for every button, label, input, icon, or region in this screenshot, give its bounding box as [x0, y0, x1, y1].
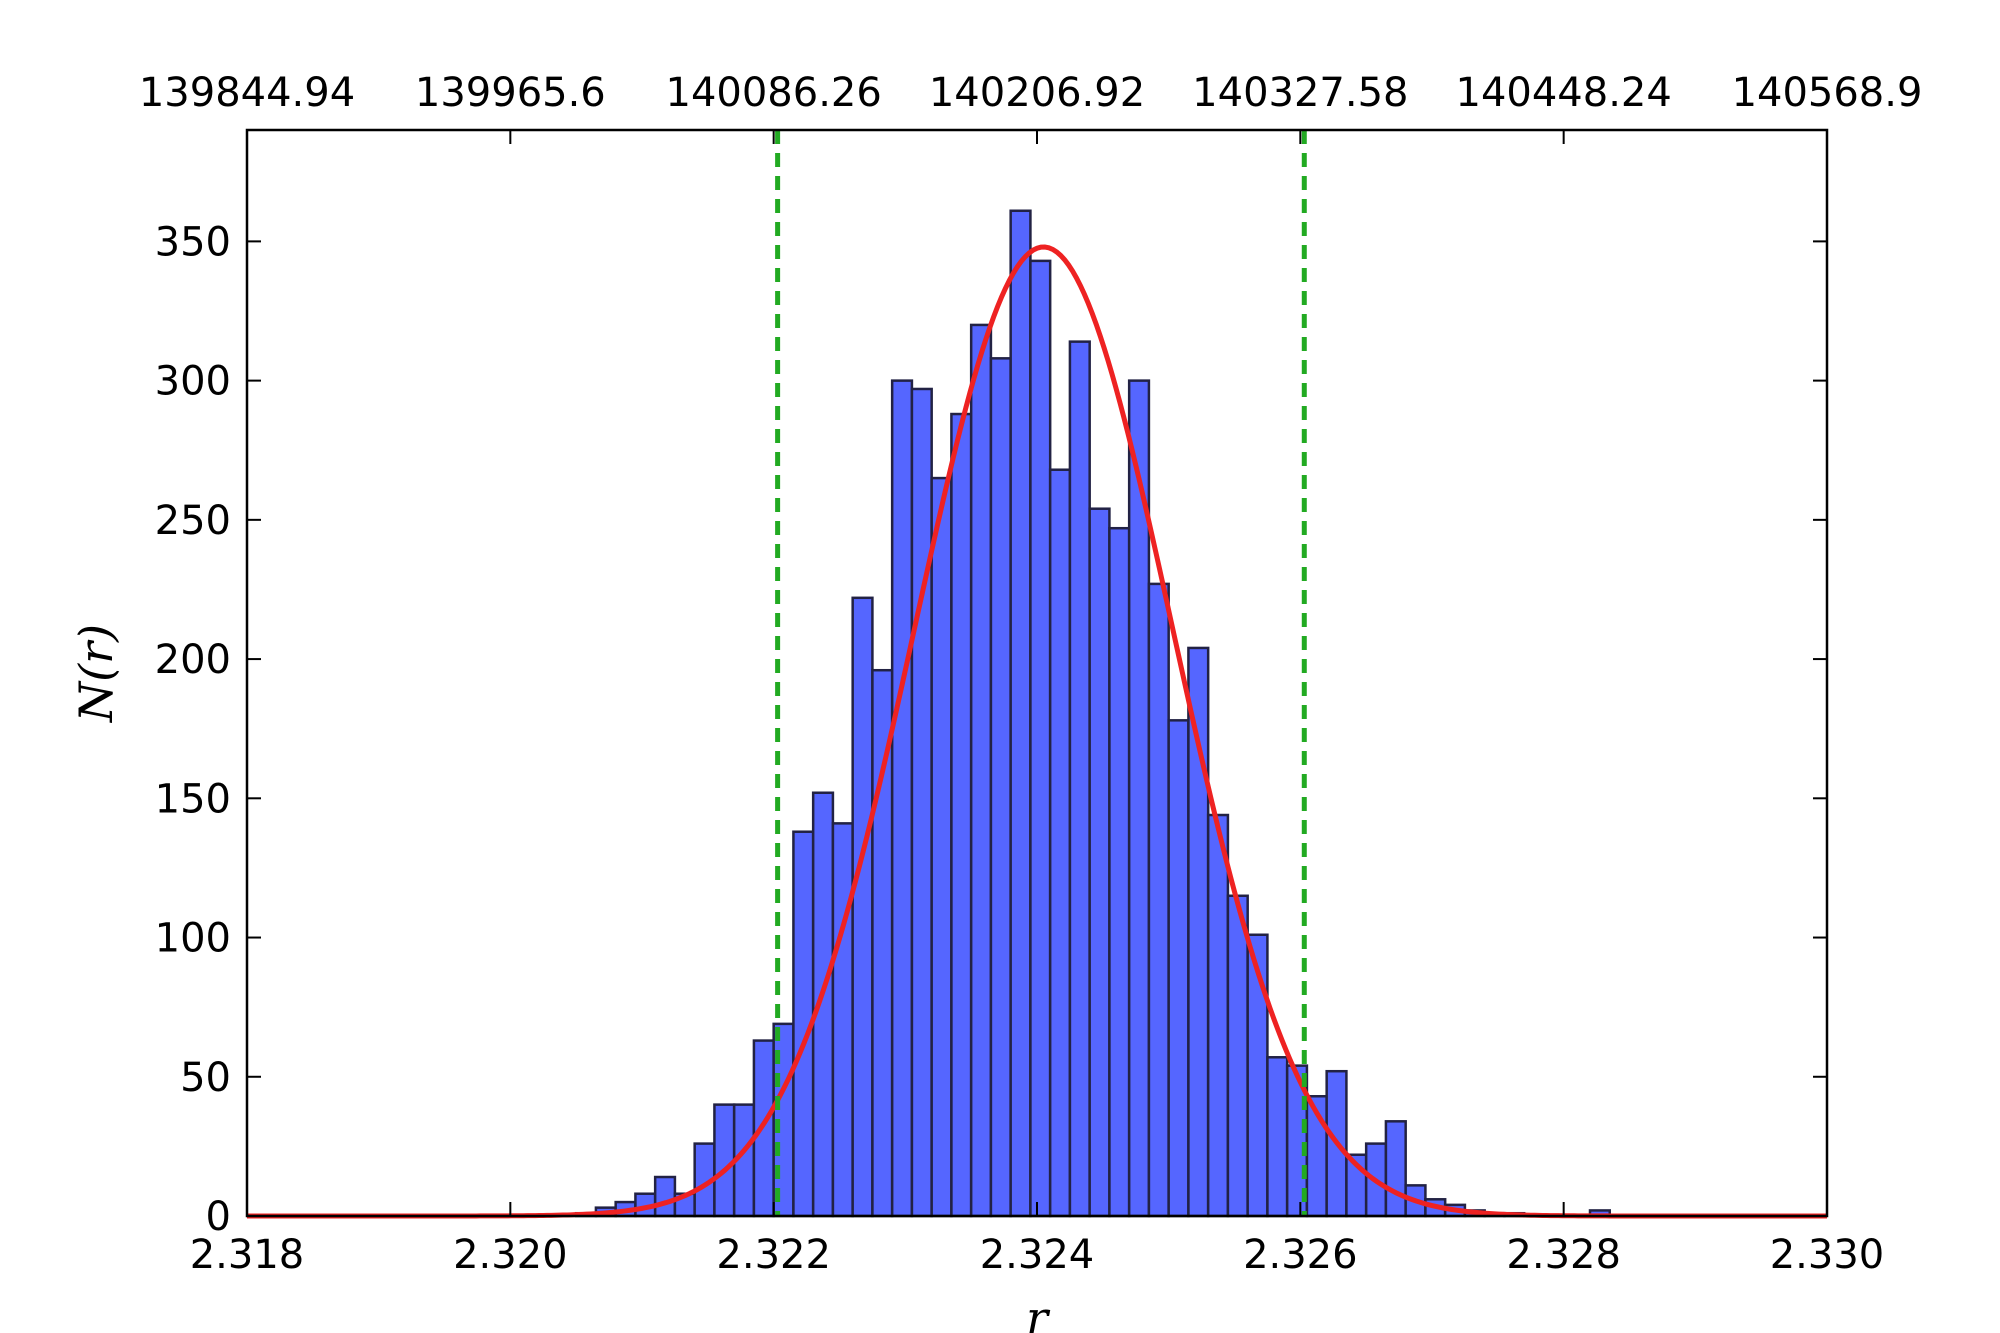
histogram-bar — [1226, 894, 1249, 1218]
y-tick-label: 50 — [180, 1055, 231, 1101]
y-tick-label: 200 — [155, 637, 231, 683]
x-axis-label: r — [1026, 1291, 1051, 1333]
histogram-bar — [1009, 209, 1032, 1218]
x-tick-label: 2.326 — [1243, 1232, 1358, 1278]
top-x-tick-label: 140206.92 — [929, 70, 1145, 116]
histogram-bar — [713, 1103, 736, 1218]
top-x-tick-label: 140086.26 — [666, 70, 882, 116]
histogram-bar — [930, 476, 953, 1218]
histogram-bar — [1167, 719, 1190, 1218]
histogram-bar — [851, 596, 874, 1218]
histogram-bar — [1088, 507, 1111, 1218]
y-tick-label: 0 — [206, 1194, 231, 1240]
x-tick-label: 2.318 — [190, 1232, 305, 1278]
top-x-tick-label: 139965.6 — [415, 70, 606, 116]
histogram-bar — [950, 412, 973, 1218]
confidence-lines — [775, 130, 1307, 1216]
histogram-bar — [1147, 582, 1170, 1218]
x-tick-label: 2.322 — [716, 1232, 831, 1278]
histogram-bar — [910, 387, 933, 1218]
y-tick-label: 100 — [155, 916, 231, 962]
histogram-bar — [890, 379, 914, 1218]
histogram-bar — [752, 1039, 775, 1218]
histogram-bar — [1206, 813, 1230, 1218]
histogram-bar — [1266, 1056, 1289, 1218]
histogram-bar — [653, 1175, 677, 1218]
y-tick-label: 300 — [155, 359, 231, 405]
histogram-bar — [969, 323, 993, 1218]
ticks-layer: 2.318 139844.94 2.320 139965.6 2.322 140086.2… — [139, 70, 1923, 1278]
x-tick-label: 2.324 — [980, 1232, 1095, 1278]
x-tick-label: 2.320 — [453, 1232, 568, 1278]
histogram-bar — [1108, 526, 1131, 1218]
top-x-tick-label: 140568.9 — [1732, 70, 1923, 116]
x-tick-label: 2.330 — [1770, 1232, 1885, 1278]
top-x-tick-label: 140448.24 — [1456, 70, 1672, 116]
y-axis-label: N(r) — [69, 624, 123, 723]
y-tick-label: 150 — [155, 776, 231, 822]
bars-layer — [574, 209, 1611, 1218]
histogram-bar — [831, 822, 854, 1218]
histogram-bar — [1384, 1120, 1407, 1218]
x-tick-label: 2.328 — [1506, 1232, 1621, 1278]
top-x-tick-label: 139844.94 — [139, 70, 355, 116]
top-x-tick-label: 140327.58 — [1192, 70, 1408, 116]
histogram-bar — [1029, 259, 1052, 1218]
y-tick-label: 350 — [155, 219, 231, 265]
histogram-bar — [1068, 340, 1091, 1218]
histogram-bar — [1048, 468, 1072, 1218]
y-tick-label: 250 — [155, 498, 231, 544]
histogram-bar — [989, 357, 1012, 1218]
